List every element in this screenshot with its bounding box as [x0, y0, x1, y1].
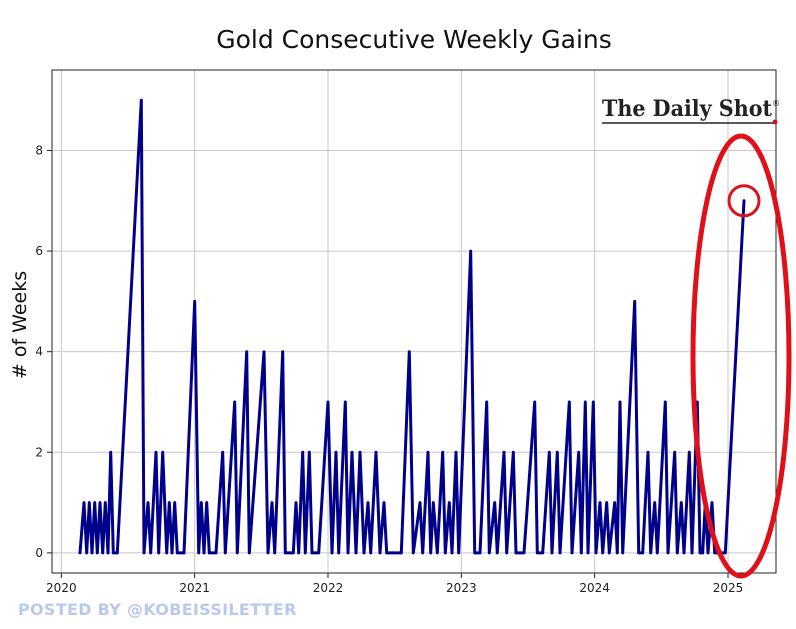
y-tick-label: 6 [35, 244, 43, 258]
y-axis-label: # of Weeks [9, 271, 31, 379]
chart-title: Gold Consecutive Weekly Gains [216, 25, 612, 54]
y-tick-label: 2 [35, 445, 43, 459]
brand-name: The Daily Shot [602, 96, 773, 122]
x-tick-label: 2024 [579, 581, 610, 595]
x-tick-label: 2025 [713, 581, 744, 595]
y-tick-label: 8 [35, 143, 43, 157]
annotations [690, 133, 792, 579]
highlight-ellipse [690, 133, 792, 579]
brand-dot [772, 119, 778, 125]
brand-registered-mark: ® [772, 99, 780, 108]
x-tick-label: 2022 [313, 581, 344, 595]
x-tick-label: 2020 [46, 581, 77, 595]
series-group [78, 98, 746, 555]
highlight-circle [727, 184, 761, 218]
brand-logo: The Daily Shot ® [602, 96, 780, 125]
x-tick-label: 2023 [446, 581, 477, 595]
x-tick-label: 2021 [179, 581, 210, 595]
plot-frame [51, 69, 777, 574]
y-tick-label: 4 [35, 345, 43, 359]
axis-ticks: 2020 2021 2022 2023 2024 2025 0 2 4 6 8 [35, 143, 743, 595]
posted-by-credit: POSTED BY @KOBEISSILETTER [18, 600, 297, 619]
series-line [78, 98, 746, 555]
y-tick-label: 0 [35, 546, 43, 560]
